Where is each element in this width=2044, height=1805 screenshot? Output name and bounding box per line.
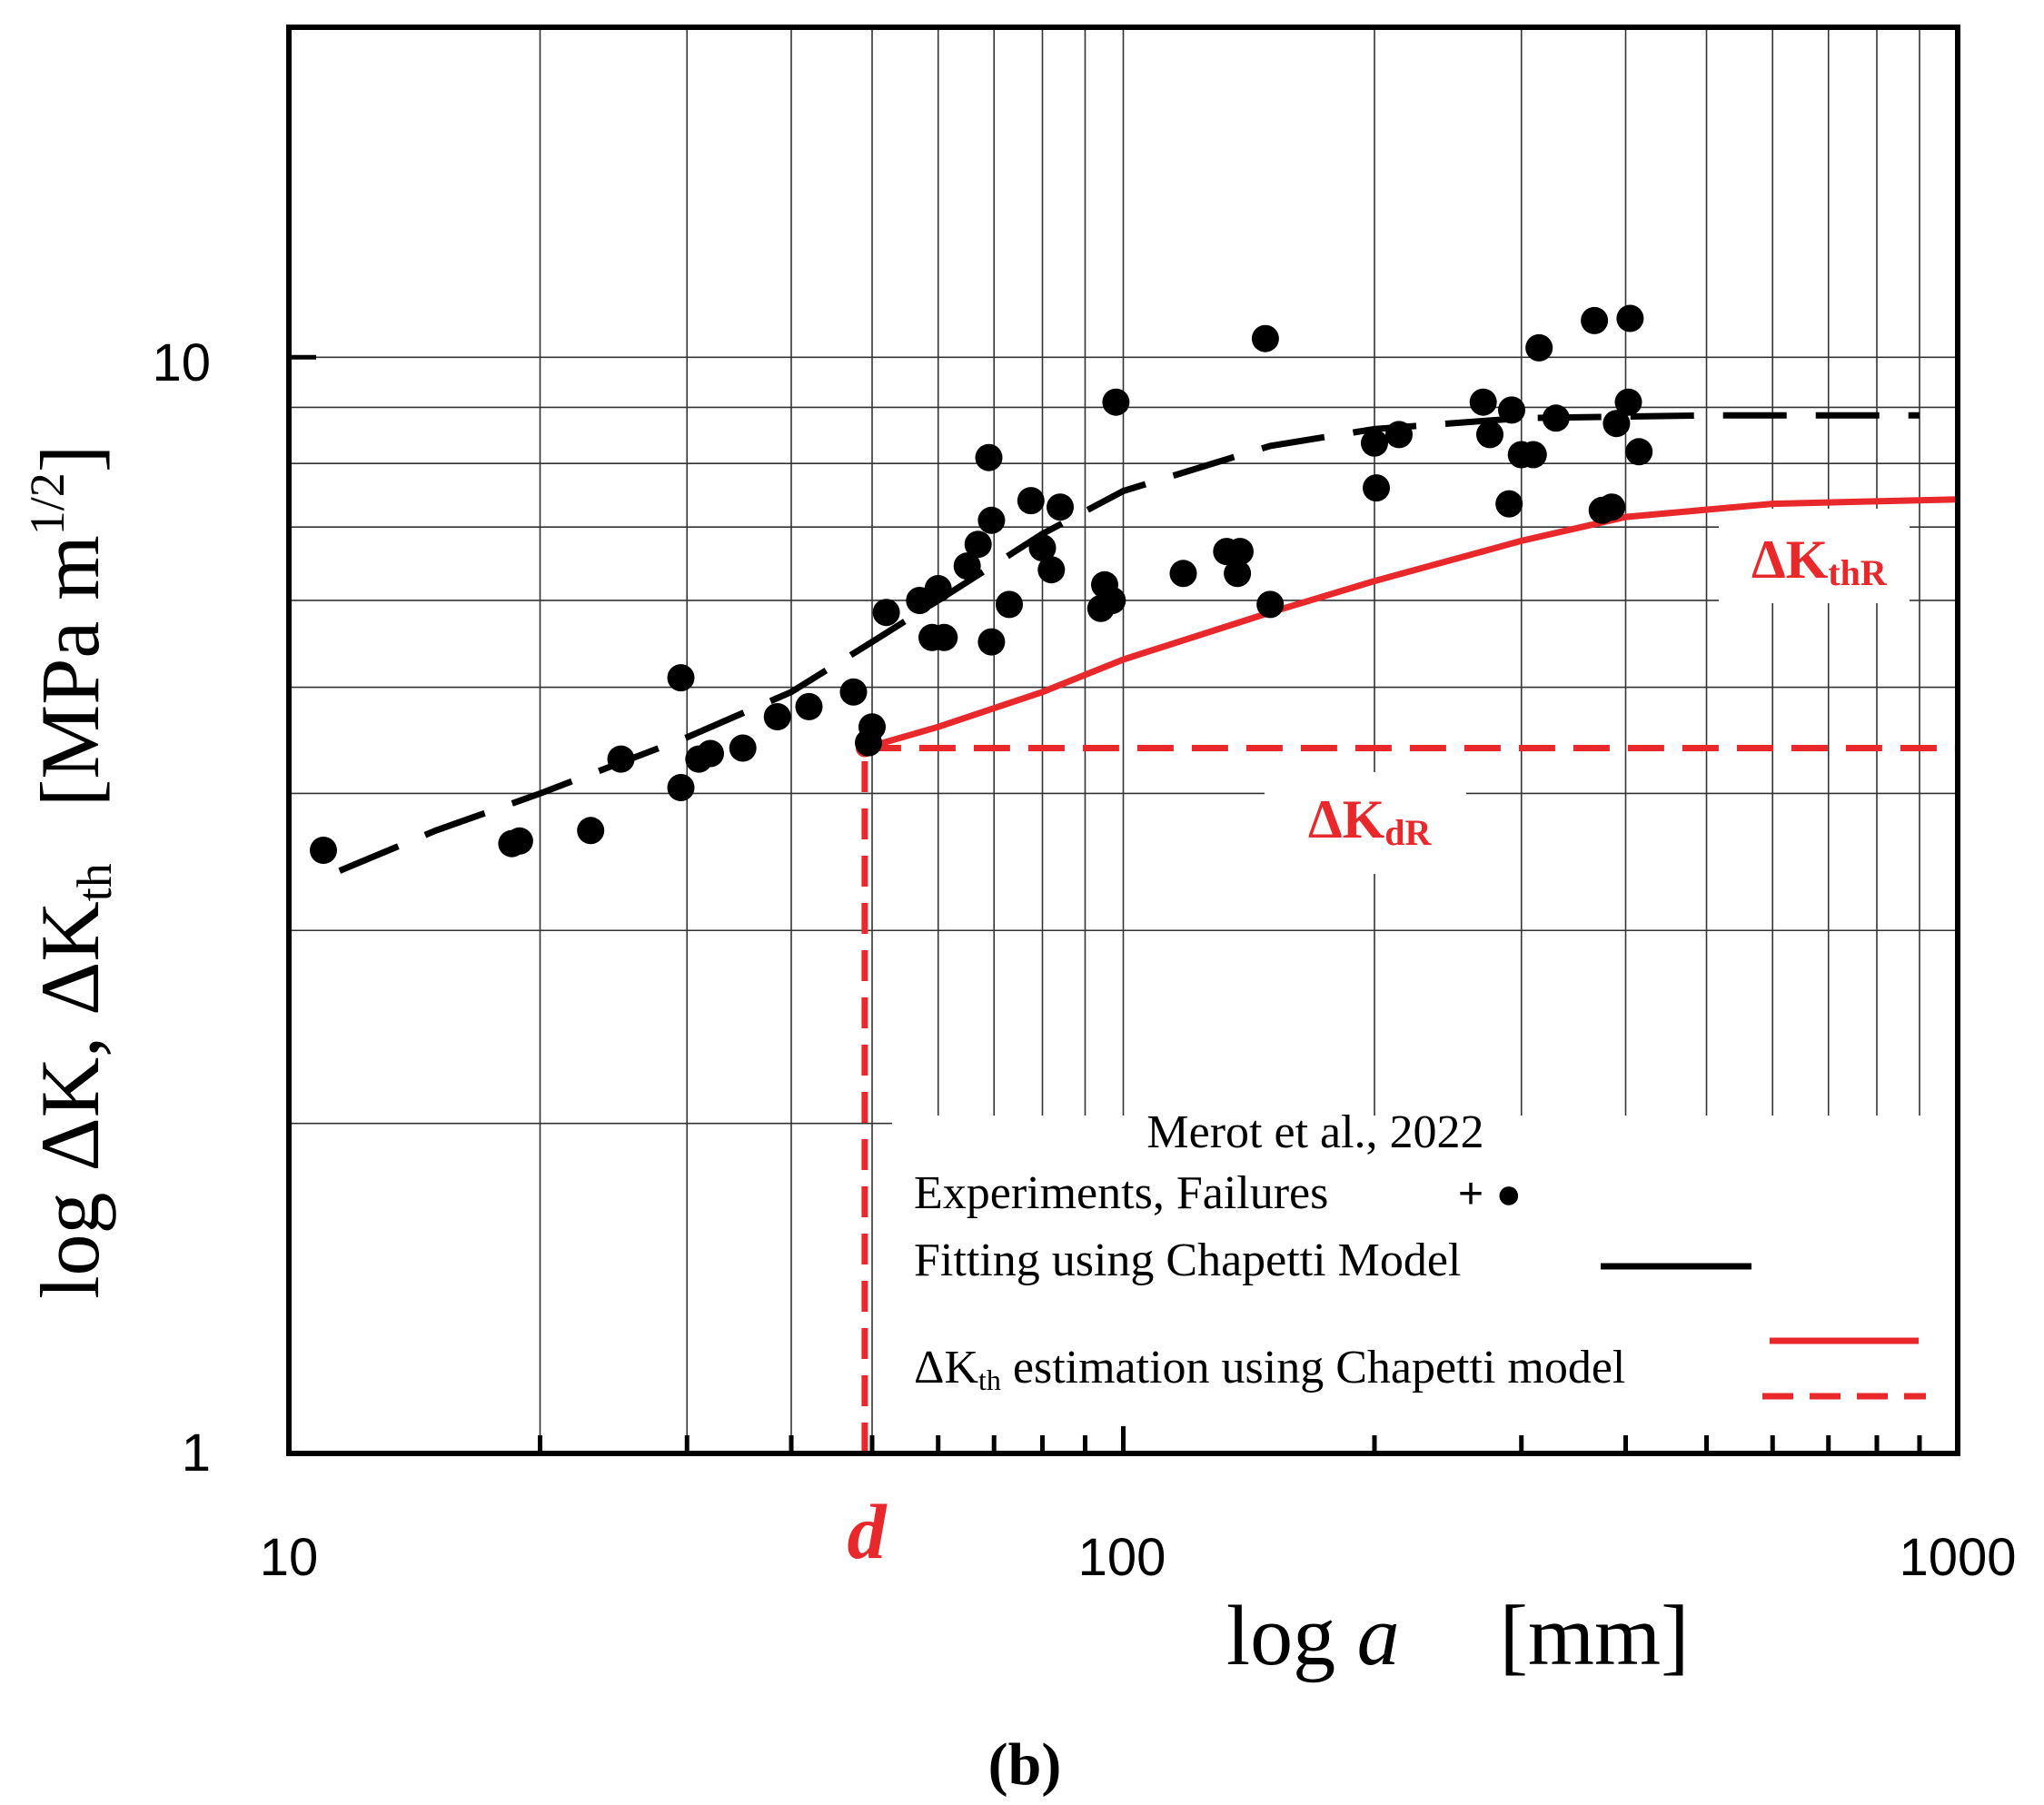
- data-point: [697, 739, 724, 768]
- data-point: [1525, 333, 1553, 362]
- y-axis-label: log ΔK, ΔKth [MPa m1/2]: [20, 445, 122, 1299]
- data-point: [729, 734, 757, 762]
- data-point: [1017, 487, 1045, 515]
- data-point: [1363, 474, 1390, 502]
- x-tick-label: 10: [260, 1528, 319, 1587]
- data-point: [930, 623, 958, 651]
- x-tick-label: 1000: [1899, 1528, 2016, 1587]
- data-point: [1616, 304, 1644, 332]
- data-point: [1542, 404, 1570, 432]
- legend: Merot et al., 2022 Experiments, Failures…: [914, 1106, 1926, 1400]
- y-tick-label: 10: [152, 333, 211, 392]
- data-point: [996, 590, 1023, 619]
- fit-curve-chapetti: [338, 412, 1920, 874]
- x-axis-label: log a [mm]: [1226, 1589, 1689, 1683]
- data-point: [977, 628, 1006, 656]
- data-point: [607, 745, 635, 773]
- data-point: [1385, 421, 1413, 449]
- data-point: [1614, 388, 1642, 416]
- series-layer: [310, 304, 1959, 1453]
- data-point: [872, 599, 900, 627]
- annotation-kdr: ΔKdR: [1308, 789, 1433, 853]
- annotation-kthr-background: [1719, 509, 1910, 603]
- label-backgrounds: [892, 509, 1957, 1452]
- y-axis-label-sup: 1/2: [20, 472, 74, 535]
- legend-label-experiments: Experiments, Failures: [914, 1167, 1328, 1219]
- data-point: [1498, 396, 1525, 424]
- data-point: [953, 552, 981, 580]
- data-point: [1256, 590, 1285, 619]
- data-point: [1224, 560, 1252, 588]
- data-point: [505, 827, 533, 855]
- data-point: [1037, 556, 1066, 584]
- data-point: [667, 774, 695, 801]
- data-point: [1169, 560, 1197, 588]
- legend-label-fitting: Fitting using Chapetti Model: [914, 1235, 1461, 1286]
- data-point: [1476, 421, 1503, 449]
- data-point: [1469, 388, 1497, 416]
- data-point: [1519, 441, 1547, 469]
- d-label: d: [848, 1488, 888, 1575]
- data-point: [924, 575, 952, 602]
- data-point: [839, 678, 868, 706]
- data-point: [763, 703, 791, 730]
- data-point: [1361, 429, 1388, 457]
- x-tick-label: 100: [1078, 1528, 1166, 1587]
- data-point: [1251, 324, 1279, 352]
- data-point: [1226, 538, 1254, 566]
- data-point: [1102, 388, 1130, 416]
- legend-title: Merot et al., 2022: [1146, 1106, 1483, 1158]
- data-point: [667, 664, 695, 692]
- data-point: [964, 531, 992, 559]
- data-point: [858, 713, 886, 741]
- annotation-kthr: ΔKthR: [1751, 530, 1888, 593]
- y-axis-label-unit: [MPa m: [24, 535, 116, 807]
- legend-label-estimation: ΔKth estimation using Chapetti model: [914, 1342, 1625, 1396]
- data-point: [1598, 493, 1626, 521]
- data-point: [1047, 493, 1074, 521]
- x-axis-label-var: a: [1357, 1589, 1400, 1683]
- data-point: [310, 837, 337, 864]
- axes: [286, 25, 1960, 1456]
- svg-text:log ΔK, ΔKth[MPa m1/2]: log ΔK, ΔKth [MPa m1/2]: [20, 445, 122, 1299]
- data-point: [1625, 438, 1653, 466]
- x-axis-label-unit: [mm]: [1500, 1589, 1690, 1683]
- y-axis-label-main: log ΔK, ΔK: [24, 901, 116, 1299]
- y-axis-label-sub: th: [67, 863, 122, 901]
- annotation-kdr-background: [1265, 772, 1466, 874]
- x-axis-label-prefix: log: [1226, 1589, 1357, 1683]
- data-point: [577, 817, 605, 845]
- data-point: [1602, 410, 1631, 438]
- threshold-curve-kthr: [863, 496, 1959, 751]
- y-axis-label-close: ]: [24, 445, 116, 473]
- data-point: [795, 692, 823, 720]
- data-point: [975, 443, 1003, 471]
- data-point: [977, 506, 1006, 534]
- figure-caption: (b): [988, 1731, 1062, 1798]
- data-point: [1028, 534, 1057, 562]
- data-point: [1581, 306, 1609, 334]
- y-tick-label: 1: [182, 1423, 211, 1483]
- data-point: [1098, 587, 1126, 614]
- data-point: [1495, 490, 1523, 518]
- legend-symbol-experiments: + ●: [1458, 1170, 1522, 1218]
